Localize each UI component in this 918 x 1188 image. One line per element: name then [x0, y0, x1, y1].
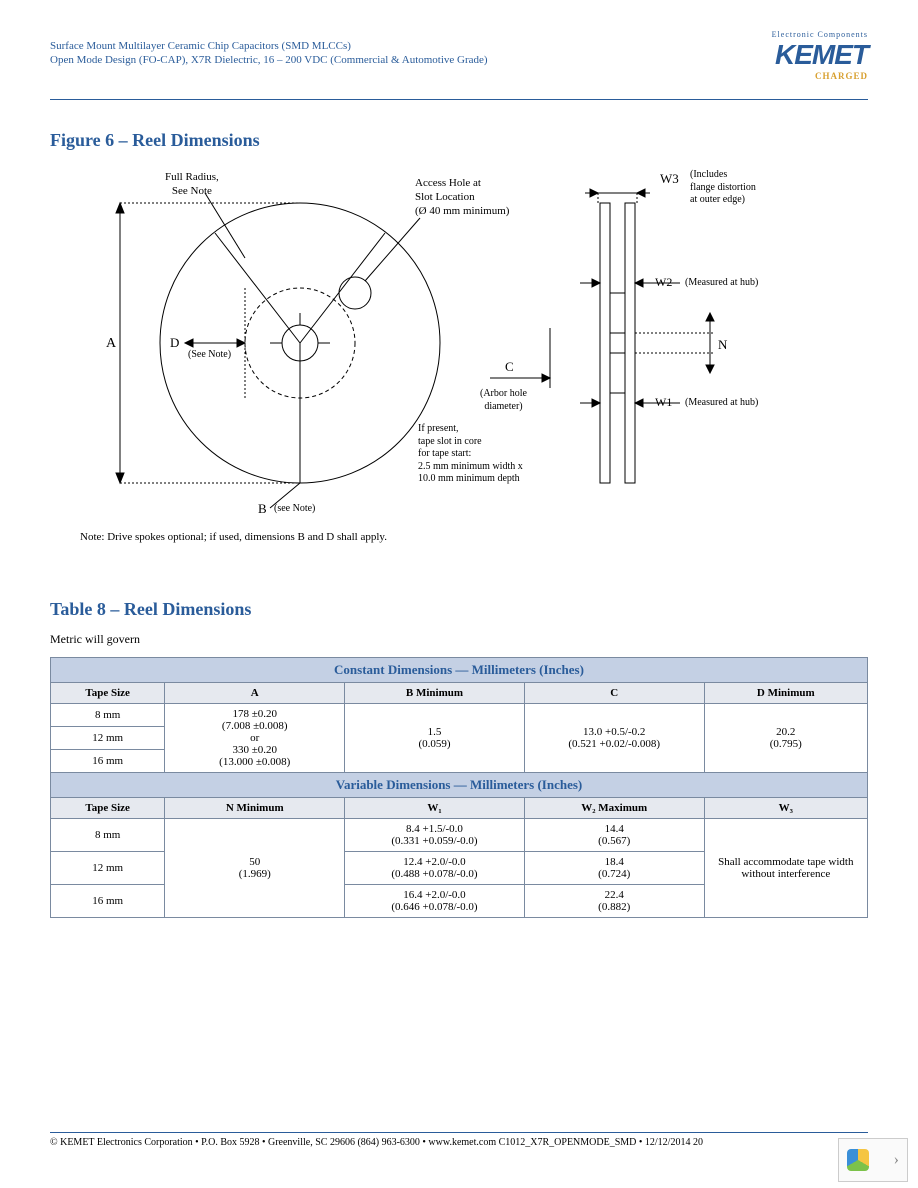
dim-n: N: [718, 337, 727, 353]
dim-b: B: [258, 501, 267, 517]
col-c: C: [524, 683, 704, 704]
table-cell: 12 mm: [51, 727, 165, 750]
label-see-note-b: (see Note): [274, 503, 315, 516]
table-cell: 12.4 +2.0/-0.0 (0.488 +0.078/-0.0): [345, 852, 525, 885]
figure-note: Note: Drive spokes optional; if used, di…: [80, 531, 868, 543]
label-w2-note: (Measured at hub): [685, 277, 758, 290]
table-cell: 22.4 (0.882): [524, 885, 704, 918]
label-full-radius: Full Radius, See Note: [165, 171, 219, 199]
table-cell: 14.4 (0.567): [524, 819, 704, 852]
logo-tagline-bottom: CHARGED: [772, 71, 868, 81]
section-header-variable: Variable Dimensions — Millimeters (Inche…: [51, 773, 868, 798]
col-n-min: N Minimum: [165, 798, 345, 819]
chevron-right-icon[interactable]: ›: [894, 1151, 899, 1169]
col-tape-size-2: Tape Size: [51, 798, 165, 819]
col-b-min: B Minimum: [345, 683, 525, 704]
label-w1-note: (Measured at hub): [685, 397, 758, 410]
pager-widget[interactable]: ›: [838, 1138, 908, 1182]
dim-w1: W1: [655, 395, 672, 410]
table-cell: 8 mm: [51, 704, 165, 727]
col-w1: W₁: [345, 798, 525, 819]
dim-d: D: [170, 335, 179, 351]
table-cell: 178 ±0.20 (7.008 ±0.008) or 330 ±0.20 (1…: [165, 704, 345, 773]
label-w3-note: (Includes flange distortion at outer edg…: [690, 169, 756, 207]
table-cell: 16 mm: [51, 750, 165, 773]
figure-title: Figure 6 – Reel Dimensions: [50, 130, 868, 151]
logo-name: KEMET: [772, 39, 868, 71]
table-subnote: Metric will govern: [50, 632, 868, 647]
label-if-present: If present, tape slot in core for tape s…: [418, 423, 523, 486]
col-a: A: [165, 683, 345, 704]
section-header-constant: Constant Dimensions — Millimeters (Inche…: [51, 658, 868, 683]
table-cell: 8.4 +1.5/-0.0 (0.331 +0.059/-0.0): [345, 819, 525, 852]
label-access-hole: Access Hole at Slot Location (Ø 40 mm mi…: [415, 177, 509, 218]
kemet-logo: Electronic Components KEMET CHARGED: [772, 30, 868, 81]
reel-diagram: Full Radius, See Note Access Hole at Slo…: [70, 163, 870, 523]
page-footer: © KEMET Electronics Corporation • P.O. B…: [50, 1132, 868, 1148]
table-cell: 8 mm: [51, 819, 165, 852]
table-cell: 50 (1.969): [165, 819, 345, 918]
dim-w3: W3: [660, 171, 679, 187]
table-cell: 16 mm: [51, 885, 165, 918]
dim-c: C: [505, 359, 514, 375]
col-d-min: D Minimum: [704, 683, 867, 704]
table-title: Table 8 – Reel Dimensions: [50, 599, 868, 620]
table-cell: 13.0 +0.5/-0.2 (0.521 +0.02/-0.008): [524, 704, 704, 773]
header-line-1: Surface Mount Multilayer Ceramic Chip Ca…: [50, 40, 868, 52]
header-line-2: Open Mode Design (FO-CAP), X7R Dielectri…: [50, 54, 868, 66]
page-header: Surface Mount Multilayer Ceramic Chip Ca…: [50, 40, 868, 100]
table-cell: 12 mm: [51, 852, 165, 885]
table-cell: 1.5 (0.059): [345, 704, 525, 773]
table-cell: 16.4 +2.0/-0.0 (0.646 +0.078/-0.0): [345, 885, 525, 918]
pager-logo-icon: [847, 1149, 869, 1171]
dim-a: A: [106, 335, 116, 353]
col-tape-size: Tape Size: [51, 683, 165, 704]
label-arbor: (Arbor hole diameter): [480, 388, 527, 413]
logo-tagline-top: Electronic Components: [772, 30, 868, 39]
table-cell: 20.2 (0.795): [704, 704, 867, 773]
label-see-note-d: (See Note): [188, 349, 231, 362]
reel-dimensions-table: Constant Dimensions — Millimeters (Inche…: [50, 657, 868, 918]
col-w3: W₃: [704, 798, 867, 819]
col-w2-max: W₂ Maximum: [524, 798, 704, 819]
table-cell: Shall accommodate tape width without int…: [704, 819, 867, 918]
dim-w2: W2: [655, 275, 672, 290]
table-cell: 18.4 (0.724): [524, 852, 704, 885]
